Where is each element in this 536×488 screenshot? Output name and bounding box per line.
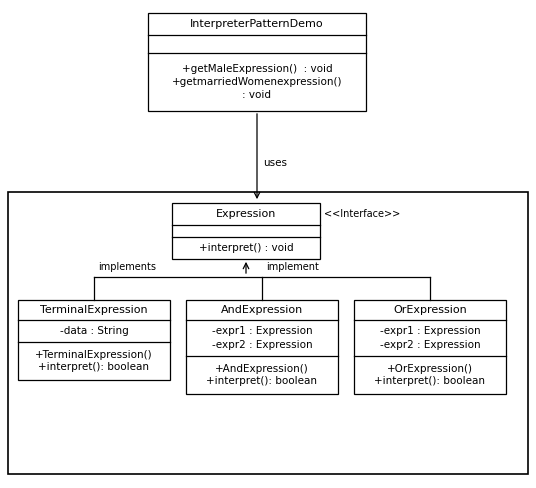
Text: <<Interface>>: <<Interface>> (324, 209, 400, 219)
Text: TerminalExpression: TerminalExpression (40, 305, 148, 315)
Text: -expr1 : Expression: -expr1 : Expression (212, 326, 312, 337)
Text: +OrExpression(): +OrExpression() (387, 364, 473, 373)
Bar (18, 300, 170, 380)
Text: -expr1 : Expression: -expr1 : Expression (379, 326, 480, 337)
Text: implement: implement (266, 262, 319, 272)
Text: +interpret(): boolean: +interpret(): boolean (375, 377, 486, 386)
Text: InterpreterPatternDemo: InterpreterPatternDemo (190, 19, 324, 29)
Text: +TerminalExpression(): +TerminalExpression() (35, 349, 153, 360)
Text: +interpret(): boolean: +interpret(): boolean (39, 363, 150, 372)
Bar (148, 13, 366, 111)
Text: OrExpression: OrExpression (393, 305, 467, 315)
Text: +interpret(): boolean: +interpret(): boolean (206, 377, 317, 386)
Bar (8, 192, 528, 474)
Text: uses: uses (263, 158, 287, 168)
Text: -expr2 : Expression: -expr2 : Expression (379, 340, 480, 349)
Text: AndExpression: AndExpression (221, 305, 303, 315)
Text: -data : String: -data : String (59, 326, 129, 336)
Bar (186, 300, 338, 394)
Text: +AndExpression(): +AndExpression() (215, 364, 309, 373)
Text: +getMaleExpression()  : void: +getMaleExpression() : void (182, 64, 332, 74)
Text: +interpret() : void: +interpret() : void (199, 243, 293, 253)
Text: -expr2 : Expression: -expr2 : Expression (212, 340, 312, 349)
Text: Expression: Expression (216, 209, 276, 219)
Bar (172, 203, 320, 259)
Text: : void: : void (242, 90, 272, 100)
Text: implements: implements (98, 262, 156, 272)
Bar (354, 300, 506, 394)
Text: +getmarriedWomenexpression(): +getmarriedWomenexpression() (172, 77, 343, 87)
